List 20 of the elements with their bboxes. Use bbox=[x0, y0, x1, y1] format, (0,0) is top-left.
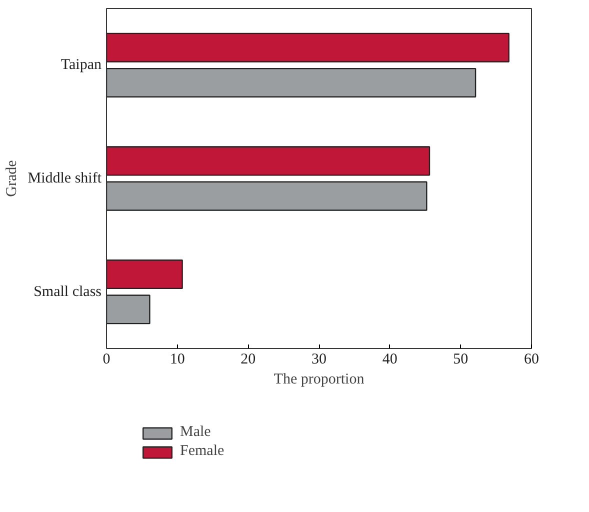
bar bbox=[106, 294, 150, 324]
x-tick-label: 10 bbox=[170, 352, 185, 368]
y-tick-label: Middle shift bbox=[28, 170, 102, 186]
legend-label: Female bbox=[180, 443, 224, 460]
y-tick-label: Small class bbox=[34, 284, 102, 300]
y-axis-title: Grade bbox=[4, 160, 20, 197]
legend-label: Male bbox=[180, 424, 211, 441]
x-tick-label: 0 bbox=[102, 352, 110, 368]
bar bbox=[106, 146, 430, 176]
x-tick-label: 20 bbox=[240, 352, 256, 368]
x-axis-title: The proportion bbox=[274, 372, 365, 388]
y-tick-label: Taipan bbox=[60, 57, 102, 74]
bar bbox=[106, 181, 428, 211]
bar bbox=[106, 32, 510, 62]
x-tick-label: 50 bbox=[453, 352, 468, 368]
x-tick-label: 30 bbox=[312, 352, 326, 368]
x-tick-label: 60 bbox=[524, 352, 539, 368]
bar bbox=[106, 260, 183, 290]
bar bbox=[106, 68, 476, 98]
x-tick-label: 40 bbox=[382, 352, 398, 368]
